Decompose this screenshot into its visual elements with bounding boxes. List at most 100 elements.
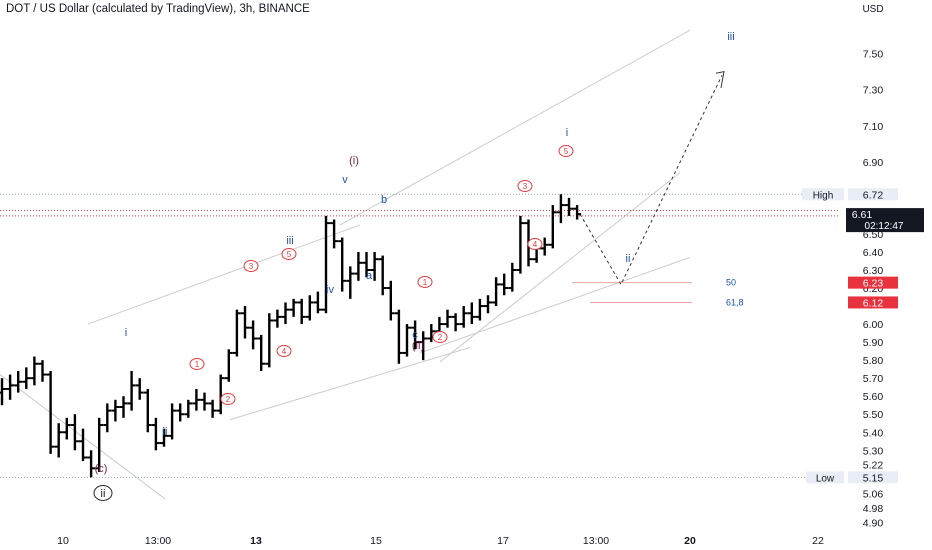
ohlc-bar xyxy=(0,378,6,406)
ohlc-bar xyxy=(143,388,152,433)
ohlc-bar xyxy=(362,251,371,278)
wave-label: 1 xyxy=(195,360,200,369)
ohlc-bar xyxy=(548,205,557,249)
wave-label: v xyxy=(342,174,348,186)
x-tick-label: 13:00 xyxy=(583,535,609,547)
ohlc-bar xyxy=(338,237,347,292)
ohlc-bar xyxy=(184,399,193,418)
y-tick-label: 5.70 xyxy=(863,373,884,385)
wave-label: iii xyxy=(286,235,293,247)
ohlc-bar xyxy=(330,219,339,249)
last-price: 6.61 xyxy=(852,209,873,221)
wave-label: (c) xyxy=(95,463,108,475)
ohlc-bar xyxy=(322,215,330,314)
channel-line xyxy=(419,256,691,354)
fib-value: 6.12 xyxy=(863,297,884,309)
y-tick-label: 7.50 xyxy=(863,49,884,61)
ohlc-bar xyxy=(30,356,39,386)
wave-label: 5 xyxy=(287,250,292,259)
wave-circle xyxy=(281,248,297,260)
ohlc-bar xyxy=(386,280,395,321)
ohlc-bar xyxy=(378,255,387,296)
wave-label: 2 xyxy=(226,395,231,404)
wave-label: ii xyxy=(101,488,106,500)
y-tick-label: 6.30 xyxy=(863,265,884,277)
y-tick-label: 5.50 xyxy=(863,409,884,421)
wave-circle xyxy=(189,358,205,370)
ohlc-bar xyxy=(54,423,63,458)
fib-value-badge xyxy=(848,296,898,309)
ohlc-bar xyxy=(443,309,452,328)
ohlc-bar xyxy=(192,388,201,411)
ohlc-bar xyxy=(289,298,298,317)
high-label: High xyxy=(813,190,834,201)
wave-label: 1 xyxy=(423,278,428,287)
ohlc-bar xyxy=(419,331,428,361)
y-tick-label: 5.40 xyxy=(863,427,884,439)
ohlc-bar xyxy=(103,403,112,433)
ohlc-bar xyxy=(540,237,549,256)
wave-circle xyxy=(527,238,543,250)
wave-label: (i) xyxy=(349,155,359,167)
ohlc-bar xyxy=(573,205,582,220)
ohlc-bar xyxy=(111,399,120,422)
wave-circle xyxy=(276,345,292,357)
wave-circle xyxy=(558,145,574,157)
channel-line xyxy=(439,172,681,363)
price-axis[interactable]: USD7.507.307.106.906.506.406.306.206.005… xyxy=(802,4,924,529)
ohlc-bar xyxy=(508,262,517,292)
ohlc-bar xyxy=(241,306,249,339)
ohlc-bar xyxy=(176,403,185,422)
ohlc-bar xyxy=(305,295,314,321)
wave-label: 4 xyxy=(533,240,538,249)
ohlc-bar xyxy=(46,370,55,454)
ohlc-bar xyxy=(127,370,136,411)
ohlc-bar xyxy=(160,428,168,447)
ohlc-bar xyxy=(95,417,104,472)
ohlc-bar xyxy=(459,306,468,328)
y-tick-label: 5.90 xyxy=(863,337,884,349)
wave-circle xyxy=(93,485,113,501)
last-price-badge xyxy=(846,208,924,233)
fib-value: 6.23 xyxy=(863,278,884,290)
ohlc-bar xyxy=(427,324,436,343)
y-tick-label: 5.80 xyxy=(863,355,884,367)
ohlc-bar xyxy=(273,309,282,328)
wave-label: ii xyxy=(626,253,631,265)
x-tick-label: 20 xyxy=(684,535,696,547)
y-tick-label: 7.10 xyxy=(863,121,884,133)
ohlc-bars xyxy=(0,194,582,478)
ohlc-bar xyxy=(556,194,565,224)
ohlc-bar xyxy=(492,277,501,307)
y-tick-label: 4.90 xyxy=(863,517,884,529)
ohlc-bar xyxy=(168,403,177,440)
ohlc-bar xyxy=(370,251,379,281)
x-tick-label: 13:00 xyxy=(145,535,171,547)
ohlc-bar xyxy=(6,374,15,400)
wave-label: 3 xyxy=(523,182,528,191)
y-tick-label: 5.30 xyxy=(863,445,884,457)
ohlc-bar xyxy=(500,273,509,296)
wave-circle xyxy=(417,276,433,288)
channel-line xyxy=(87,224,361,325)
time-axis[interactable]: 10 13:00 13 15 17 13:00 20 22 xyxy=(57,535,824,547)
wave-label: ii xyxy=(163,426,168,438)
ohlc-bar xyxy=(565,197,573,216)
ohlc-bar xyxy=(135,378,144,400)
y-tick-label: 5.06 xyxy=(863,489,884,501)
fib-value-badge xyxy=(848,276,898,289)
ohlc-bar xyxy=(297,298,306,325)
chart-title: DOT / US Dollar (calculated by TradingVi… xyxy=(6,3,310,15)
ohlc-bar xyxy=(249,320,258,350)
ohlc-bar xyxy=(265,313,274,368)
x-tick-label: 17 xyxy=(497,535,509,547)
wave-label: c xyxy=(412,329,418,341)
ohlc-bar xyxy=(467,302,476,325)
wave-circle xyxy=(432,331,448,343)
bar-countdown: 02:12:47 xyxy=(865,221,904,232)
wave-label: 4 xyxy=(282,347,287,356)
ohlc-bar xyxy=(151,417,160,451)
wave-circle xyxy=(517,180,533,192)
